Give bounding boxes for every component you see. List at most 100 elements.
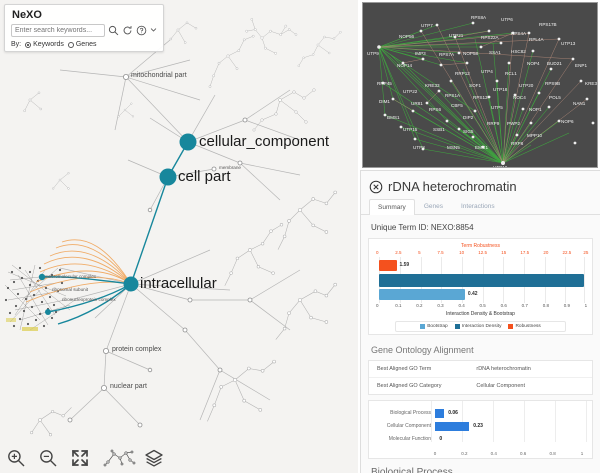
svg-text:KRE33: KRE33 [425, 83, 440, 88]
zoom-in-icon[interactable] [6, 448, 26, 468]
svg-text:POL5: POL5 [549, 95, 561, 100]
chart-top-axis-title: Term Robustness [461, 243, 500, 249]
tick-top-4: 10 [459, 250, 465, 255]
tick-bottom-5: 0.5 [479, 303, 486, 308]
gridline [586, 401, 587, 442]
view-toolbar[interactable] [6, 448, 164, 468]
node-label-macromolecular-complex[interactable]: macromolecular complex [45, 274, 97, 279]
svg-text:UTP21: UTP21 [449, 33, 464, 38]
search-icon[interactable] [108, 25, 119, 36]
node-label-membrane[interactable]: membrane [219, 165, 241, 170]
go-bar-biological-process[interactable] [435, 409, 444, 418]
svg-text:RPS1A: RPS1A [445, 93, 461, 98]
legend-swatch-robustness [508, 324, 514, 329]
svg-text:NOP1: NOP1 [529, 107, 542, 112]
tick-top-2: 5 [418, 250, 421, 255]
svg-text:RPS22A: RPS22A [481, 35, 500, 40]
node-label-ribosomal-subunit[interactable]: ribosomal subunit [52, 287, 89, 292]
layers-icon[interactable] [144, 448, 164, 468]
svg-text:PWP2: PWP2 [507, 121, 520, 126]
chart-legend[interactable]: Bootstrap Interaction Density Robustness [395, 321, 566, 332]
legend-label-robustness: Robustness [515, 324, 541, 329]
legend-swatch-interaction-density [454, 324, 460, 329]
go-alignment-chart: Biological Process 0.06 Cellular Compone… [368, 400, 593, 459]
zoom-out-icon[interactable] [38, 448, 58, 468]
term-detail-panel[interactable]: rDNA heterochromatin Summary Genes Inter… [360, 170, 600, 473]
node-label-mitochondrial-part[interactable]: mitochondrial part [131, 72, 187, 79]
svg-text:RRP9: RRP9 [487, 121, 500, 126]
svg-text:MSN5: MSN5 [447, 145, 460, 150]
refresh-icon[interactable] [122, 25, 133, 36]
node-label-protein-complex[interactable]: protein complex [112, 346, 162, 353]
go-bar-row-cellular-component[interactable]: Cellular Component 0.23 [373, 420, 588, 433]
legend-label-interaction-density: Interaction Density [461, 324, 502, 329]
tick-top-1: 2.5 [395, 250, 402, 255]
svg-text:RPS4A: RPS4A [511, 31, 527, 36]
help-icon[interactable] [136, 25, 147, 36]
go-bar-label-molecular-function: Molecular Function [388, 436, 431, 442]
term-robustness-chart: Term Robustness 0 2.5 5 7.5 10 12.5 15 1… [368, 238, 593, 335]
ontology-network-graph[interactable] [0, 0, 358, 473]
radio-genes[interactable]: Genes [67, 41, 96, 48]
svg-text:SSB1: SSB1 [433, 127, 445, 132]
fit-screen-icon[interactable] [70, 448, 90, 468]
detail-tabs[interactable]: Summary Genes Interactions [361, 198, 600, 215]
network-view-panel[interactable]: cellular_component cell part intracellul… [0, 0, 358, 473]
go-bar-label-cellular-component: Cellular Component [386, 423, 431, 429]
tab-interactions[interactable]: Interactions [460, 203, 495, 210]
go-alignment-title: Gene Ontology Alignment [371, 345, 474, 355]
node-label-cellular-component[interactable]: cellular_component [199, 133, 330, 150]
bar-interaction-density[interactable] [379, 274, 584, 287]
chart-top-ticks: 0 2.5 5 7.5 10 12.5 15 17.5 20 22.5 25 [373, 250, 588, 257]
go-tick-3: 0.6 [520, 451, 527, 456]
svg-text:UR81: UR81 [411, 101, 423, 106]
node-label-intracellular[interactable]: intracellular [140, 275, 217, 292]
search-input[interactable] [11, 24, 105, 37]
node-label-cell-part[interactable]: cell part [178, 168, 231, 185]
svg-text:UTP13: UTP13 [561, 41, 576, 46]
tab-summary[interactable]: Summary [369, 199, 415, 215]
tick-top-0: 0 [376, 250, 379, 255]
go-alignment-table: Best Aligned GO Term rDNA heterochromati… [368, 360, 593, 395]
node-label-ribonucleoprotein-complex[interactable]: ribonucleoprotein complex [62, 297, 116, 302]
svg-text:UTP15: UTP15 [403, 127, 418, 132]
chevron-down-icon[interactable] [150, 25, 157, 36]
go-term-value: rDNA heterochromatin [476, 366, 531, 372]
bar-robustness[interactable] [379, 260, 397, 271]
tab-genes[interactable]: Genes [423, 203, 443, 210]
bar-value-bootstrap: 0.42 [467, 291, 478, 297]
go-category-key: Best Aligned GO Category [377, 383, 442, 389]
svg-text:UTP7: UTP7 [421, 23, 433, 28]
search-panel[interactable]: NeXO [4, 4, 164, 52]
tick-bottom-7: 0.7 [521, 303, 528, 308]
go-tick-container: 0 0.2 0.4 0.6 0.8 1 [434, 446, 584, 456]
go-bar-value-cellular-component: 0.23 [473, 423, 483, 429]
tick-bottom-8: 0.8 [542, 303, 549, 308]
page-title: rDNA heterochromatin [388, 179, 517, 194]
gridline [583, 257, 585, 303]
legend-item-robustness[interactable]: Robustness [508, 324, 541, 329]
radio-keywords[interactable]: Keywords [25, 41, 64, 48]
go-bar-row-molecular-function[interactable]: Molecular Function 0 [373, 433, 588, 446]
radio-genes-dot [67, 41, 74, 48]
network-overview-icon[interactable] [102, 448, 136, 468]
gene-network-graph[interactable]: UTP9 UTP10 UTP7 RPS8A UTP6 RPS17B NOP56 … [363, 3, 598, 168]
svg-text:NOP4: NOP4 [527, 61, 540, 66]
go-bar-track: 0.06 [435, 407, 582, 420]
legend-item-bootstrap[interactable]: Bootstrap [420, 324, 448, 329]
svg-text:UTP6: UTP6 [501, 17, 513, 22]
svg-text:KRE31: KRE31 [585, 81, 598, 86]
tick-bottom-3: 0.3 [437, 303, 444, 308]
bar-bootstrap[interactable] [379, 289, 466, 300]
bar-value-robustness: 1.59 [399, 262, 410, 268]
node-label-nuclear-part[interactable]: nuclear part [110, 383, 147, 390]
gridline [555, 401, 556, 442]
gene-interaction-network-panel[interactable]: UTP9 UTP10 UTP7 RPS8A UTP6 RPS17B NOP56 … [362, 2, 598, 168]
svg-text:RPS9B: RPS9B [545, 81, 560, 86]
close-circle-icon[interactable] [369, 180, 383, 194]
go-category-value: Cellular Component [476, 383, 525, 389]
go-bar-cellular-component[interactable] [435, 422, 469, 431]
go-bar-row-biological-process[interactable]: Biological Process 0.06 [373, 407, 588, 420]
legend-label-bootstrap: Bootstrap [427, 324, 448, 329]
legend-item-interaction-density[interactable]: Interaction Density [454, 324, 502, 329]
